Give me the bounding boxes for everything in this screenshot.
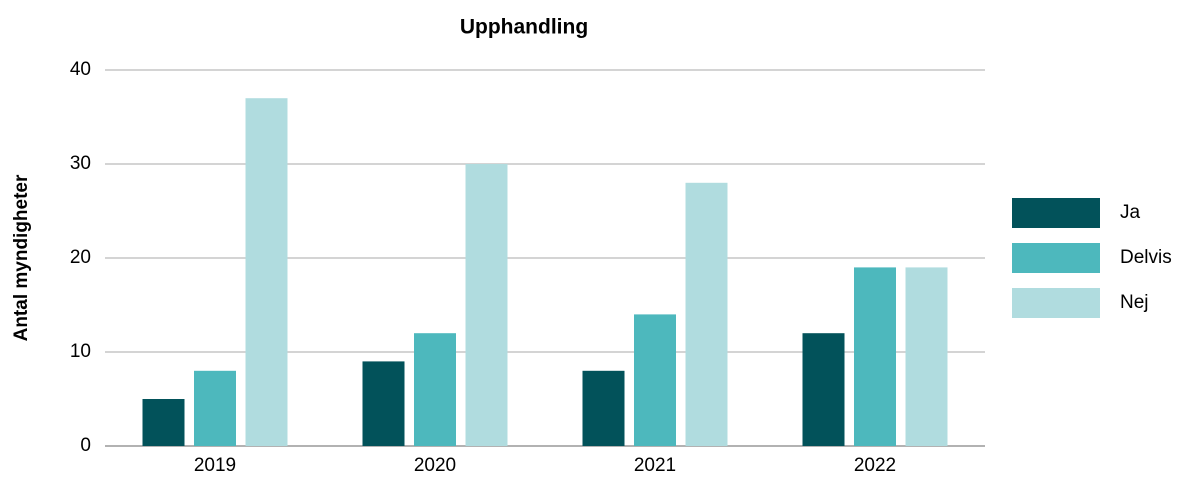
x-tick-label: 2022 (854, 455, 896, 476)
legend-label: Ja (1120, 202, 1141, 223)
x-tick-label: 2019 (194, 455, 236, 476)
y-tick-label: 20 (70, 247, 91, 268)
y-tick-label: 30 (70, 153, 91, 174)
legend-label: Delvis (1120, 247, 1172, 268)
bar (194, 370, 236, 446)
bar (465, 164, 508, 446)
bar (142, 399, 185, 446)
x-tick-label: 2020 (414, 455, 456, 476)
y-axis-title: Antal myndigheter (11, 174, 32, 341)
bar (802, 333, 845, 446)
bar (245, 98, 288, 446)
bar (582, 370, 625, 446)
y-tick-label: 0 (80, 435, 91, 456)
bar (634, 314, 676, 446)
bar (362, 361, 405, 446)
y-tick-label: 10 (70, 341, 91, 362)
legend-swatch (1012, 288, 1100, 318)
bar (685, 182, 728, 447)
legend-label: Nej (1120, 292, 1149, 313)
bar (854, 267, 896, 446)
bar (905, 267, 948, 446)
legend-swatch (1012, 243, 1100, 273)
chart-title: Upphandling (460, 16, 588, 39)
legend-swatch (1012, 198, 1100, 228)
x-tick-label: 2021 (634, 455, 676, 476)
bar (414, 333, 456, 446)
y-tick-label: 40 (70, 59, 91, 80)
